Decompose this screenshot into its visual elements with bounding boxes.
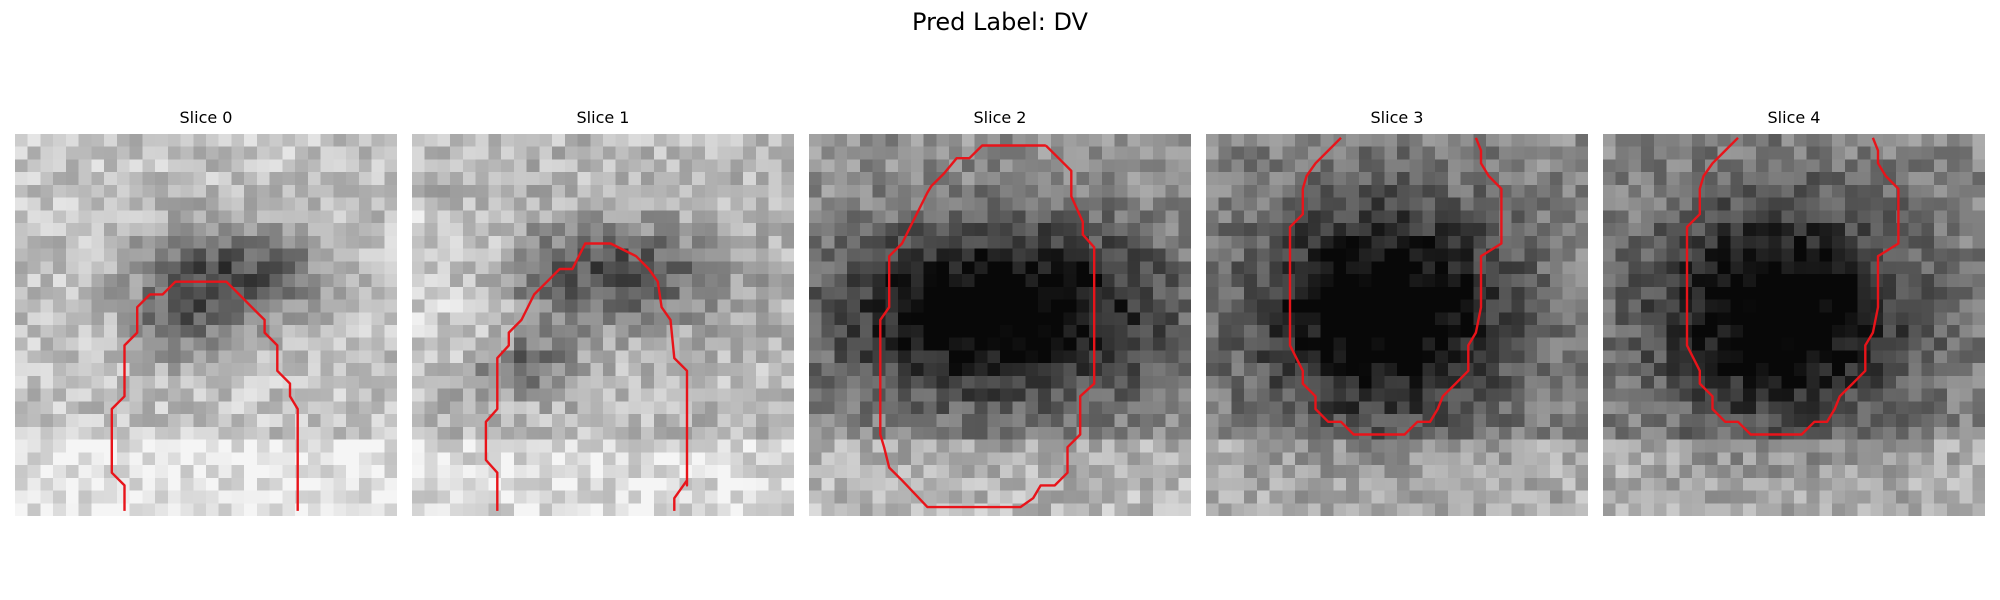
figure-title: Pred Label: DV [912,8,1088,36]
contour-line [484,242,689,511]
slice-image-2 [809,134,1191,516]
pixel-grid [15,134,397,516]
pixel-grid [412,134,794,516]
pixel-grid [1206,134,1588,516]
slice-title-3: Slice 3 [1370,108,1424,127]
slice-image-4 [1603,134,1985,516]
slice-image-1 [412,134,794,516]
slice-title-1: Slice 1 [576,108,630,127]
slice-image-0 [15,134,397,516]
slice-image-3 [1206,134,1588,516]
slice-title-4: Slice 4 [1767,108,1821,127]
contour-line [1685,136,1900,436]
pixel-grid [809,134,1191,516]
contour-line [1288,136,1503,436]
contour-line [879,144,1096,509]
contour-line [110,280,299,511]
pixel-grid [1603,134,1985,516]
slice-title-0: Slice 0 [179,108,233,127]
slice-title-2: Slice 2 [973,108,1027,127]
